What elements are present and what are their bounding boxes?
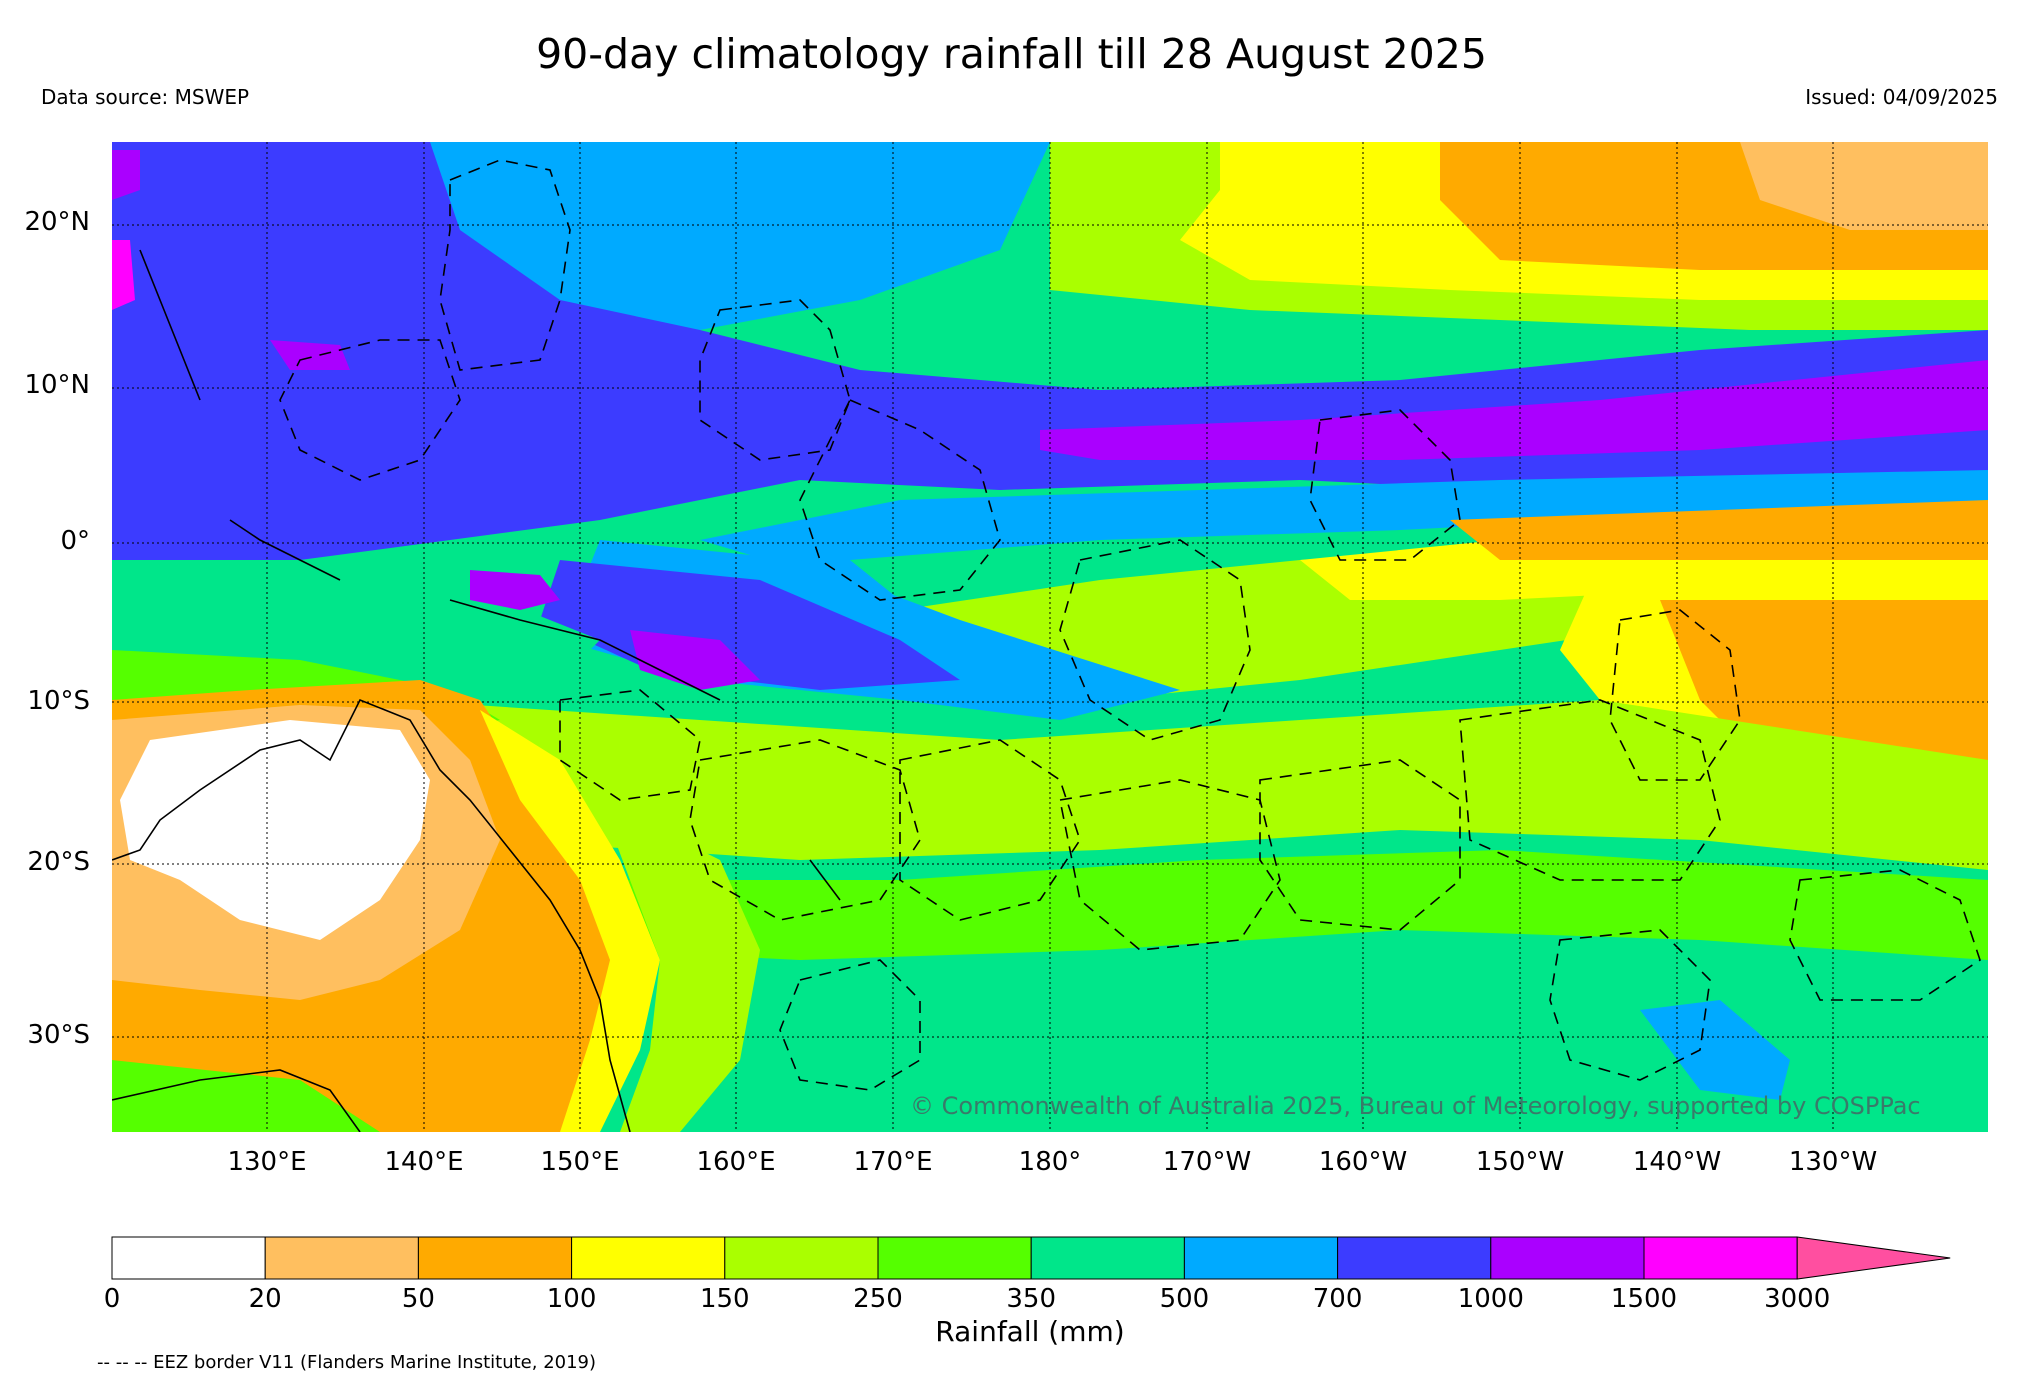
eez-note: -- -- -- EEZ border V11 (Flanders Marine…	[97, 1352, 597, 1373]
colorbar-segment	[264, 1236, 419, 1280]
colorbar-tick: 1000	[1457, 1284, 1524, 1314]
lon-label-150w: 150°W	[1475, 1147, 1565, 1177]
colorbar-tick: 250	[853, 1284, 903, 1314]
itcz-band	[1040, 360, 1988, 460]
lon-label-130e: 130°E	[227, 1147, 307, 1177]
lon-label-140e: 140°E	[384, 1147, 464, 1177]
colorbar-tick: 350	[1006, 1284, 1056, 1314]
lon-label-180: 180°	[1018, 1147, 1082, 1177]
graticule	[112, 142, 1988, 1132]
colorbar	[111, 1236, 1951, 1280]
colorbar-segment	[877, 1236, 1032, 1280]
colorbar-extension	[1796, 1236, 1951, 1280]
lon-label-130w: 130°W	[1788, 1147, 1878, 1177]
lat-label-10s: 10°S	[27, 686, 90, 716]
colorbar-segment	[1183, 1236, 1339, 1280]
lat-label-0: 0°	[60, 526, 90, 556]
colorbar-tick: 100	[546, 1284, 597, 1314]
colorbar-tick: 0	[103, 1284, 121, 1314]
lon-label-170w: 170°W	[1162, 1147, 1252, 1177]
colorbar-segment	[1030, 1236, 1185, 1280]
colorbar-tick: 50	[401, 1284, 435, 1314]
map-title: 90-day climatology rainfall till 28 Augu…	[536, 30, 1487, 78]
lon-label-140w: 140°W	[1632, 1147, 1722, 1177]
lon-label-160w: 160°W	[1318, 1147, 1408, 1177]
colorbar-segment	[571, 1236, 726, 1280]
colorbar-tick: 3000	[1764, 1284, 1831, 1314]
colorbar-tick: 20	[248, 1284, 282, 1314]
lon-label-150e: 150°E	[540, 1147, 620, 1177]
colorbar-tick: 1500	[1610, 1284, 1678, 1314]
colorbar-segment	[417, 1236, 573, 1280]
data-source: Data source: MSWEP	[41, 85, 250, 109]
lat-label-30s: 30°S	[27, 1020, 90, 1050]
copyright-notice: © Commonwealth of Australia 2025, Bureau…	[910, 1092, 1921, 1120]
colorbar-tick: 500	[1159, 1284, 1210, 1314]
colorbar-tick: 150	[699, 1284, 750, 1314]
lon-label-160e: 160°E	[696, 1147, 776, 1177]
colorbar-segment	[724, 1236, 879, 1280]
lat-label-20s: 20°S	[27, 847, 90, 877]
colorbar-tick: 700	[1312, 1284, 1363, 1314]
colorbar-segment	[111, 1236, 266, 1280]
colorbar-segment	[1643, 1236, 1798, 1280]
colorbar-label: Rainfall (mm)	[935, 1315, 1125, 1348]
lat-label-10n: 10°N	[24, 370, 90, 400]
lon-label-170e: 170°E	[853, 1147, 933, 1177]
colorbar-segment	[1490, 1236, 1645, 1280]
colorbar-segment	[1337, 1236, 1492, 1280]
lat-label-20n: 20°N	[24, 207, 90, 237]
issued-date: Issued: 04/09/2025	[1805, 85, 1998, 109]
